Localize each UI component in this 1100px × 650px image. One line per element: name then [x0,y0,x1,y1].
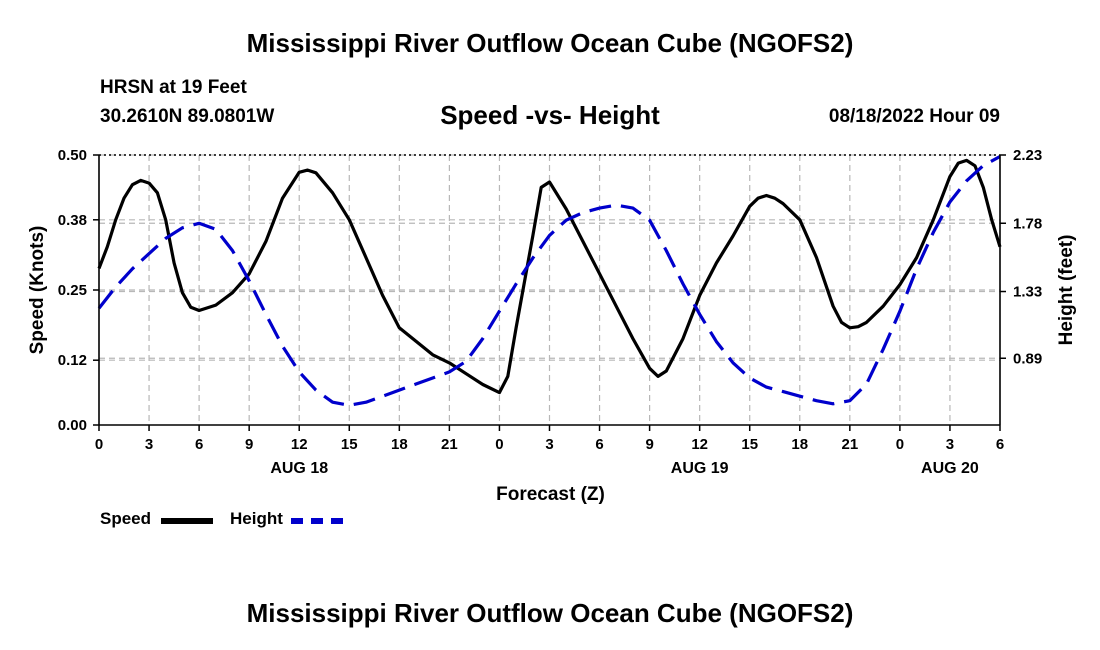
forecast-datetime: 08/18/2022 Hour 09 [828,106,1000,127]
x-tick-label: 3 [946,436,954,453]
legend-height-line [291,518,343,524]
y-tick-label: 0.00 [58,417,87,434]
x-tick-label: 0 [896,436,904,453]
x-tick-label: 21 [841,436,858,453]
x-tick-label: 12 [691,436,708,453]
speed-height-chart: 0 3 6 9 12 15 18 21 0 3 6 9 12 15 18 21 0 3 6 AUG 18 AUG 19 A… [27,147,1077,505]
x-tick-label: 3 [545,436,553,453]
y2-axis-title: Height (feet) [1056,235,1077,346]
series-line-height [97,155,1001,407]
legend-height-label: Height [230,509,283,528]
x-tick-label: 18 [791,436,808,453]
x-tick-label: 9 [245,436,253,453]
y2-tick-label: 2.23 [1013,147,1042,164]
x-tick-label: 15 [741,436,758,453]
y-tick-label: 0.38 [58,212,87,229]
station-label: HRSN at 19 Feet [100,77,247,98]
series-line-speed [97,158,1002,395]
next-chart-title: Mississippi River Outflow Ocean Cube (NG… [246,598,854,628]
date-label: AUG 18 [270,460,328,477]
y2-tick-label: 1.33 [1013,284,1042,301]
station-coordinates: 30.2610N 89.0801W [100,106,275,127]
x-tick-label: 15 [341,436,358,453]
legend-speed-label: Speed [100,509,152,528]
x-tick-label: 6 [996,436,1004,453]
date-label: AUG 19 [671,460,729,477]
legend-speed-line [161,518,213,524]
x-axis-title: Forecast (Z) [496,484,605,505]
y2-tick-label: 1.78 [1013,215,1042,232]
x-tick-label: 3 [145,436,153,453]
chart-main-title: Mississippi River Outflow Ocean Cube (NG… [246,28,854,58]
x-tick-label: 6 [195,436,203,453]
y-tick-label: 0.25 [58,282,87,299]
chart-subtitle: Speed -vs- Height [440,100,660,130]
x-tick-label: 6 [595,436,603,453]
x-tick-label: 18 [391,436,408,453]
x-tick-label: 21 [441,436,458,453]
date-label: AUG 20 [921,460,979,477]
y-tick-label: 0.50 [58,147,87,164]
y-tick-label: 0.12 [58,352,87,369]
x-tick-label: 12 [291,436,308,453]
x-tick-label: 0 [95,436,103,453]
x-tick-label: 0 [495,436,503,453]
y-axis-title: Speed (Knots) [27,226,48,355]
y2-tick-label: 0.89 [1013,350,1042,367]
x-tick-label: 9 [645,436,653,453]
